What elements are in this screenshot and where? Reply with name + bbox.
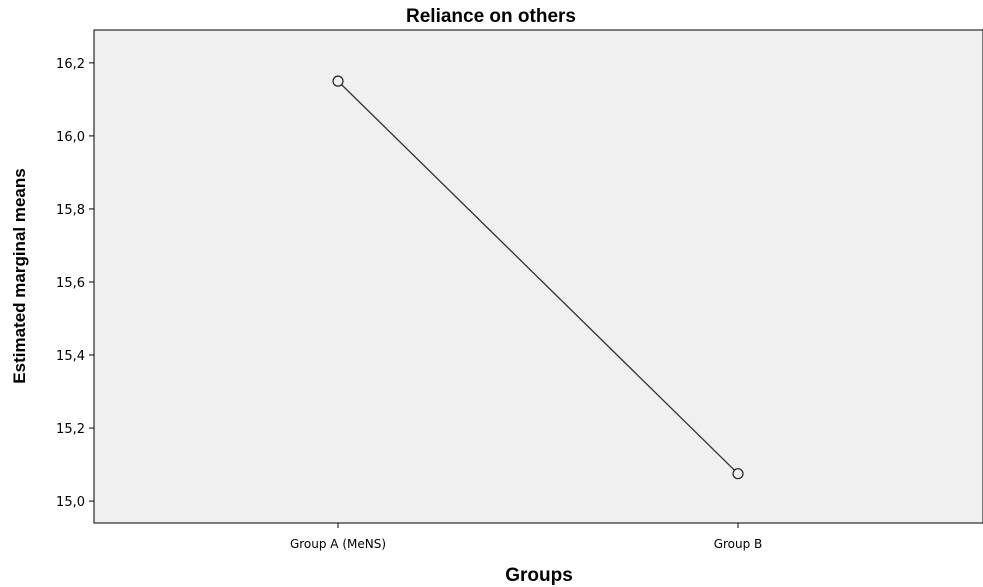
plot-area <box>93 29 983 524</box>
x-axis-label: Groups <box>505 565 573 586</box>
x-tick-label: Group A (MeNS) <box>290 537 386 551</box>
x-tick-label: Group B <box>714 537 763 551</box>
data-point <box>732 468 744 480</box>
data-point <box>332 75 344 87</box>
y-axis: 15,0 15,2 15,4 15,6 15,8 16,0 16,2 <box>56 57 94 510</box>
y-tick-label: 15,8 <box>56 203 85 218</box>
chart-title: Reliance on others <box>406 6 576 27</box>
y-tick-label: 15,4 <box>56 349 85 364</box>
y-tick-label: 16,0 <box>56 130 85 145</box>
series-line <box>337 80 739 475</box>
y-tick-label: 15,2 <box>56 422 85 437</box>
x-axis: Group A (MeNS) Group B <box>290 523 762 551</box>
y-tick-label: 16,2 <box>56 57 85 72</box>
y-tick-label: 15,0 <box>56 495 85 510</box>
series-group <box>332 75 744 480</box>
y-axis-label: Estimated marginal means <box>10 168 29 383</box>
y-tick-label: 15,6 <box>56 276 85 291</box>
